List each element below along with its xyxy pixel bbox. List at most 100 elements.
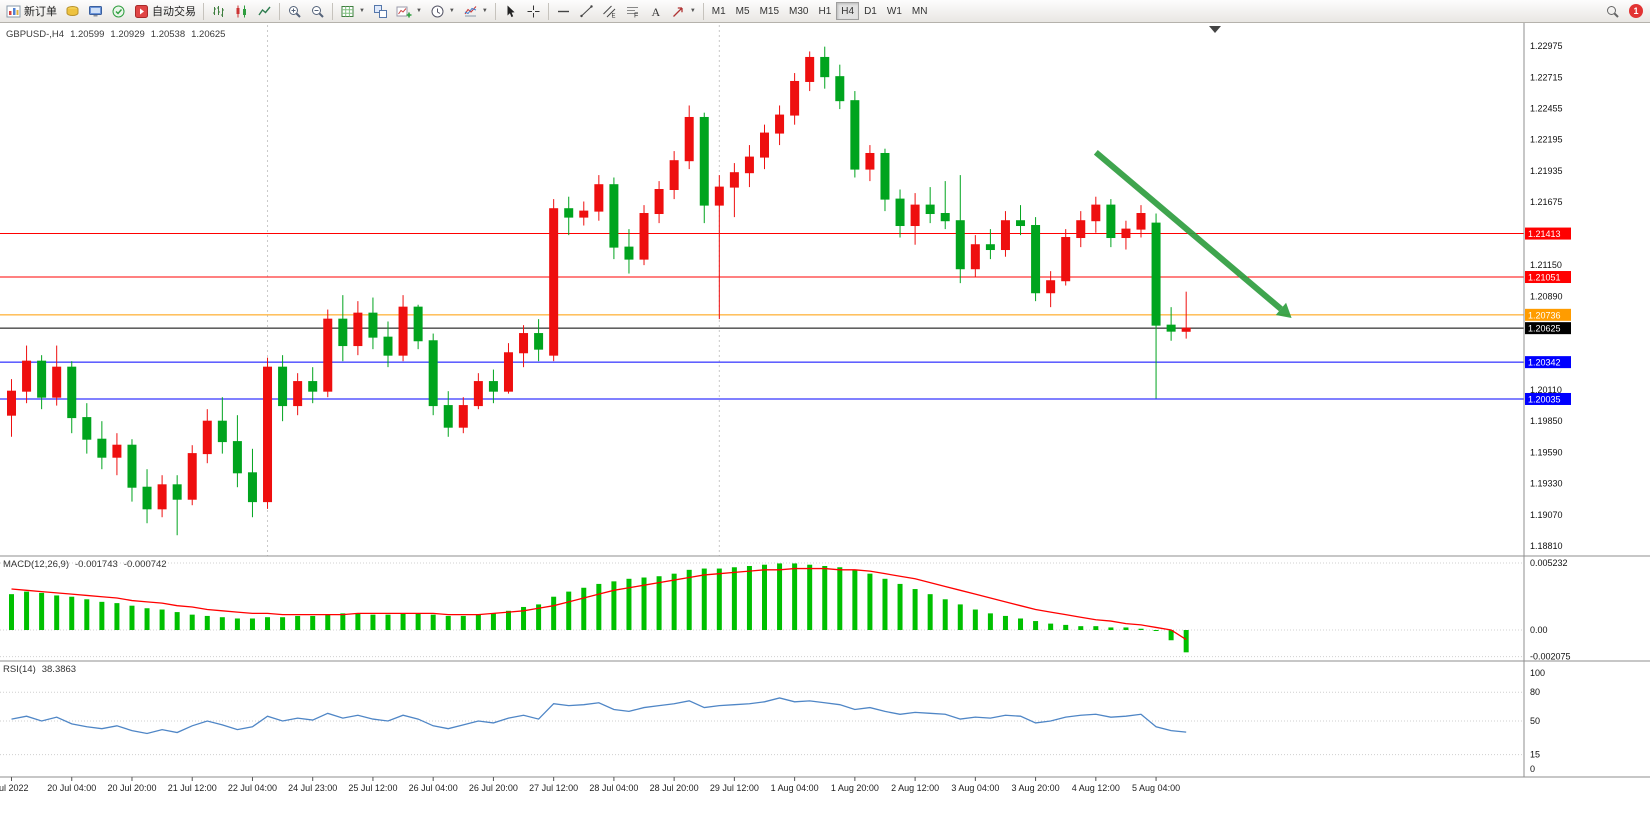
chevron-down-icon: ▼ xyxy=(689,8,696,14)
notification-badge[interactable]: 1 xyxy=(1629,4,1643,18)
macd-bar xyxy=(430,614,436,631)
timeframe-button-h1[interactable]: H1 xyxy=(813,2,836,20)
indicators-icon xyxy=(463,4,478,19)
price-axis-tick: 1.22975 xyxy=(1530,41,1563,51)
candle-body xyxy=(669,160,679,191)
time-axis-label: 5 Aug 04:00 xyxy=(1132,783,1180,793)
price-axis-tick: 1.22195 xyxy=(1530,135,1563,145)
new-order-label: 新订单 xyxy=(24,6,57,18)
grid-icon xyxy=(340,4,355,19)
autotrade-button[interactable]: 自动交易 xyxy=(130,1,200,21)
candle-body xyxy=(172,484,182,500)
web-terminal-button[interactable] xyxy=(84,1,107,21)
macd-bar xyxy=(882,578,888,631)
zoom-in-icon xyxy=(287,4,302,19)
new-order-button[interactable]: 新订单 xyxy=(2,1,61,21)
macd-bar xyxy=(1123,627,1129,631)
low-value: 1.20538 xyxy=(150,29,186,40)
candle-body xyxy=(1031,225,1041,294)
time-axis-label: 28 Jul 20:00 xyxy=(650,783,699,793)
timeframe-button-w1[interactable]: W1 xyxy=(882,2,907,20)
zoom-in-button[interactable] xyxy=(283,1,306,21)
time-axis-label: Jul 2022 xyxy=(0,783,29,793)
candle-body xyxy=(850,100,860,170)
timeframe-button-mn[interactable]: MN xyxy=(907,2,933,20)
macd-bar xyxy=(204,615,210,631)
price-axis-tick: 1.19590 xyxy=(1530,447,1563,457)
macd-bar xyxy=(521,606,527,631)
time-axis-label: 1 Aug 04:00 xyxy=(771,783,819,793)
macd-bar xyxy=(927,594,933,631)
timeframe-button-m5[interactable]: M5 xyxy=(731,2,755,20)
candle-body xyxy=(398,306,408,356)
time-axis-label: 21 Jul 12:00 xyxy=(168,783,217,793)
fibonacci-tool-button[interactable]: F xyxy=(621,1,644,21)
macd-bar xyxy=(1108,627,1114,631)
macd-bar xyxy=(174,612,180,631)
macd-bar xyxy=(731,567,737,631)
candle-body xyxy=(1106,204,1116,239)
zoom-out-button[interactable] xyxy=(306,1,329,21)
channel-tool-button[interactable]: E xyxy=(598,1,621,21)
macd-bar xyxy=(566,591,572,631)
price-axis-tick: 1.19330 xyxy=(1530,479,1563,489)
candle-body xyxy=(895,198,905,227)
time-axis-label: 28 Jul 04:00 xyxy=(589,783,638,793)
toolbar-separator xyxy=(494,2,496,20)
community-button[interactable] xyxy=(107,1,130,21)
candle-body xyxy=(473,381,483,407)
candle-body xyxy=(955,220,965,270)
candle-body xyxy=(835,76,845,102)
grid-button[interactable]: ▼ xyxy=(336,1,369,21)
macd-bar xyxy=(536,604,542,631)
tile-windows-button[interactable] xyxy=(369,1,392,21)
arrows-tool-button[interactable]: ▼ xyxy=(667,1,700,21)
text-tool-button[interactable]: A xyxy=(644,1,667,21)
macd-bar xyxy=(987,613,993,631)
bar-chart-button[interactable] xyxy=(207,1,230,21)
candle-body xyxy=(338,318,348,347)
timeframe-button-d1[interactable]: D1 xyxy=(859,2,882,20)
candle-body xyxy=(293,381,303,407)
candle-body xyxy=(684,116,694,162)
candle-body xyxy=(564,208,574,218)
clock-icon xyxy=(430,4,445,19)
text-tool-icon: A xyxy=(648,4,663,19)
search-button[interactable] xyxy=(1601,1,1624,21)
candlestick-chart-button[interactable] xyxy=(230,1,253,21)
search-icon xyxy=(1605,4,1620,19)
close-value: 1.20625 xyxy=(191,29,226,40)
timeframe-button-h4[interactable]: H4 xyxy=(836,2,860,20)
macd-bar xyxy=(280,617,286,631)
chart-canvas[interactable]: 1.22975 1.22715 1.22455 1.22195 1.21935 1.216… xyxy=(0,23,1650,833)
macd-bar xyxy=(505,610,511,631)
svg-text:A: A xyxy=(651,5,660,19)
macd-bar xyxy=(701,568,707,631)
macd-bar xyxy=(596,583,602,631)
candle-body xyxy=(443,405,453,428)
timeframe-button-m1[interactable]: M1 xyxy=(707,2,731,20)
line-chart-button[interactable] xyxy=(253,1,276,21)
trendline-tool-button[interactable] xyxy=(575,1,598,21)
macd-bar xyxy=(1018,618,1024,631)
deposit-button[interactable] xyxy=(61,1,84,21)
macd-axis-tick: -0.002075 xyxy=(1530,652,1571,662)
timeframe-button-m30[interactable]: M30 xyxy=(784,2,813,20)
macd-bar xyxy=(310,615,316,631)
indicators-button[interactable]: ▼ xyxy=(459,1,492,21)
new-chart-button[interactable]: ▼ xyxy=(392,1,426,21)
ohlc-bars-icon xyxy=(211,4,226,19)
time-axis-label: 3 Aug 20:00 xyxy=(1012,783,1060,793)
cursor-button[interactable] xyxy=(499,1,522,21)
macd-bar xyxy=(1183,630,1189,653)
horizontal-line-tool-button[interactable] xyxy=(552,1,575,21)
new-order-icon xyxy=(6,4,21,19)
timeframes-menu-button[interactable]: ▼ xyxy=(426,1,459,21)
macd-bar xyxy=(144,608,150,631)
svg-text:F: F xyxy=(634,12,638,19)
candle-body xyxy=(353,312,363,347)
crosshair-button[interactable] xyxy=(522,1,545,21)
timeframe-button-m15[interactable]: M15 xyxy=(755,2,784,20)
macd-bar xyxy=(385,614,391,631)
